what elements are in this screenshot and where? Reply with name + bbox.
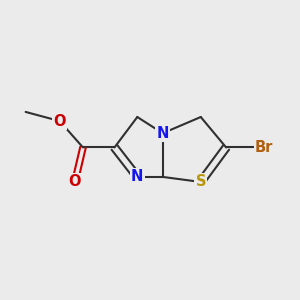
Text: Br: Br (255, 140, 273, 155)
Text: S: S (196, 175, 206, 190)
Text: O: O (53, 114, 66, 129)
Text: O: O (69, 175, 81, 190)
Text: N: N (131, 169, 143, 184)
Text: N: N (157, 126, 169, 141)
